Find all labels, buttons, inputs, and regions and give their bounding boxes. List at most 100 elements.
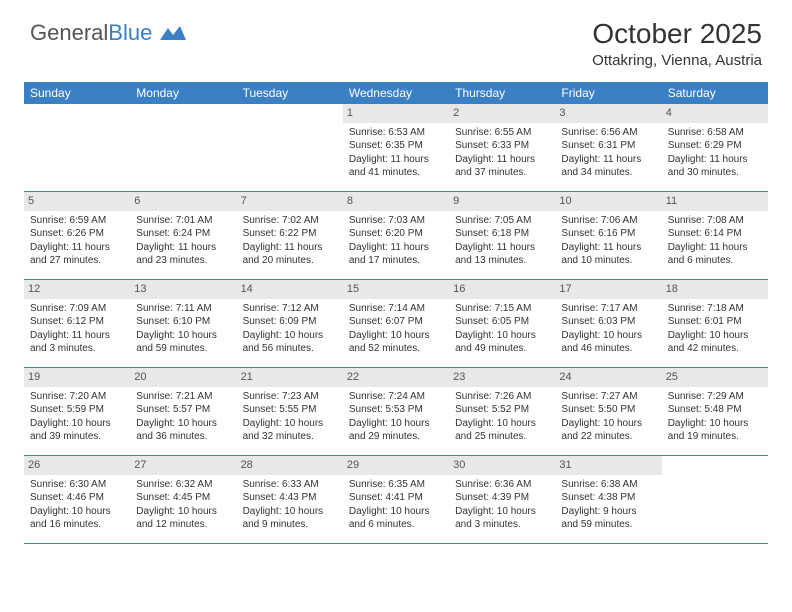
weekday-header: Saturday <box>662 82 768 104</box>
day-number: 28 <box>237 456 343 475</box>
sunrise-text: Sunrise: 7:09 AM <box>30 302 124 316</box>
weekday-header: Wednesday <box>343 82 449 104</box>
daylight-text: Daylight: 11 hours and 10 minutes. <box>561 241 655 268</box>
sunset-text: Sunset: 6:35 PM <box>349 139 443 153</box>
sunrise-text: Sunrise: 6:32 AM <box>136 478 230 492</box>
sunset-text: Sunset: 4:46 PM <box>30 491 124 505</box>
day-cell: 4Sunrise: 6:58 AMSunset: 6:29 PMDaylight… <box>662 104 768 191</box>
week-row: 26Sunrise: 6:30 AMSunset: 4:46 PMDayligh… <box>24 456 768 544</box>
sunset-text: Sunset: 6:22 PM <box>243 227 337 241</box>
daylight-text: Daylight: 11 hours and 17 minutes. <box>349 241 443 268</box>
day-cell: 21Sunrise: 7:23 AMSunset: 5:55 PMDayligh… <box>237 368 343 455</box>
sunset-text: Sunset: 6:07 PM <box>349 315 443 329</box>
day-number: 15 <box>343 280 449 299</box>
weekday-header: Sunday <box>24 82 130 104</box>
day-cell: 20Sunrise: 7:21 AMSunset: 5:57 PMDayligh… <box>130 368 236 455</box>
sunset-text: Sunset: 4:41 PM <box>349 491 443 505</box>
daylight-text: Daylight: 9 hours and 59 minutes. <box>561 505 655 532</box>
sunset-text: Sunset: 5:57 PM <box>136 403 230 417</box>
sunset-text: Sunset: 6:29 PM <box>668 139 762 153</box>
daylight-text: Daylight: 10 hours and 36 minutes. <box>136 417 230 444</box>
sunset-text: Sunset: 4:39 PM <box>455 491 549 505</box>
day-number: 24 <box>555 368 661 387</box>
sunset-text: Sunset: 5:48 PM <box>668 403 762 417</box>
sunset-text: Sunset: 6:20 PM <box>349 227 443 241</box>
weekday-header: Monday <box>130 82 236 104</box>
sunset-text: Sunset: 6:10 PM <box>136 315 230 329</box>
day-number: 13 <box>130 280 236 299</box>
day-number: 18 <box>662 280 768 299</box>
day-cell: 18Sunrise: 7:18 AMSunset: 6:01 PMDayligh… <box>662 280 768 367</box>
daylight-text: Daylight: 11 hours and 13 minutes. <box>455 241 549 268</box>
day-number: 2 <box>449 104 555 123</box>
day-cell: 11Sunrise: 7:08 AMSunset: 6:14 PMDayligh… <box>662 192 768 279</box>
day-number: 1 <box>343 104 449 123</box>
day-cell: 7Sunrise: 7:02 AMSunset: 6:22 PMDaylight… <box>237 192 343 279</box>
day-cell: 27Sunrise: 6:32 AMSunset: 4:45 PMDayligh… <box>130 456 236 543</box>
day-cell: 10Sunrise: 7:06 AMSunset: 6:16 PMDayligh… <box>555 192 661 279</box>
sunset-text: Sunset: 6:03 PM <box>561 315 655 329</box>
week-row: 19Sunrise: 7:20 AMSunset: 5:59 PMDayligh… <box>24 368 768 456</box>
sunrise-text: Sunrise: 7:06 AM <box>561 214 655 228</box>
day-number: 16 <box>449 280 555 299</box>
header-right: October 2025 Ottakring, Vienna, Austria <box>592 18 762 69</box>
day-cell: 19Sunrise: 7:20 AMSunset: 5:59 PMDayligh… <box>24 368 130 455</box>
day-number: 5 <box>24 192 130 211</box>
weekday-header: Tuesday <box>237 82 343 104</box>
sunrise-text: Sunrise: 7:23 AM <box>243 390 337 404</box>
empty-cell <box>662 456 768 543</box>
day-cell: 28Sunrise: 6:33 AMSunset: 4:43 PMDayligh… <box>237 456 343 543</box>
sunrise-text: Sunrise: 6:53 AM <box>349 126 443 140</box>
sunset-text: Sunset: 4:45 PM <box>136 491 230 505</box>
sunrise-text: Sunrise: 7:01 AM <box>136 214 230 228</box>
sunrise-text: Sunrise: 7:14 AM <box>349 302 443 316</box>
day-number: 23 <box>449 368 555 387</box>
sunset-text: Sunset: 6:09 PM <box>243 315 337 329</box>
sunset-text: Sunset: 4:38 PM <box>561 491 655 505</box>
sunrise-text: Sunrise: 7:02 AM <box>243 214 337 228</box>
day-number: 26 <box>24 456 130 475</box>
sunset-text: Sunset: 5:59 PM <box>30 403 124 417</box>
weekday-header: Friday <box>555 82 661 104</box>
daylight-text: Daylight: 11 hours and 30 minutes. <box>668 153 762 180</box>
sunset-text: Sunset: 4:43 PM <box>243 491 337 505</box>
day-cell: 26 Sunrise: 6:30 AMSunset: 4:46 PMDayligh… <box>24 456 130 543</box>
daylight-text: Daylight: 10 hours and 59 minutes. <box>136 329 230 356</box>
sunrise-text: Sunrise: 7:17 AM <box>561 302 655 316</box>
day-cell: 6Sunrise: 7:01 AMSunset: 6:24 PMDaylight… <box>130 192 236 279</box>
sunrise-text: Sunrise: 6:33 AM <box>243 478 337 492</box>
sunset-text: Sunset: 6:26 PM <box>30 227 124 241</box>
sunset-text: Sunset: 5:50 PM <box>561 403 655 417</box>
day-number: 31 <box>555 456 661 475</box>
sunrise-text: Sunrise: 6:30 AM <box>30 478 124 492</box>
daylight-text: Daylight: 10 hours and 22 minutes. <box>561 417 655 444</box>
daylight-text: Daylight: 10 hours and 42 minutes. <box>668 329 762 356</box>
sunrise-text: Sunrise: 6:58 AM <box>668 126 762 140</box>
empty-cell <box>24 104 130 191</box>
day-number: 3 <box>555 104 661 123</box>
daylight-text: Daylight: 10 hours and 52 minutes. <box>349 329 443 356</box>
daylight-text: Daylight: 10 hours and 46 minutes. <box>561 329 655 356</box>
day-cell: 25Sunrise: 7:29 AMSunset: 5:48 PMDayligh… <box>662 368 768 455</box>
daylight-text: Daylight: 10 hours and 56 minutes. <box>243 329 337 356</box>
daylight-text: Daylight: 10 hours and 3 minutes. <box>455 505 549 532</box>
sunset-text: Sunset: 6:05 PM <box>455 315 549 329</box>
daylight-text: Daylight: 10 hours and 39 minutes. <box>30 417 124 444</box>
empty-cell <box>130 104 236 191</box>
daylight-text: Daylight: 10 hours and 19 minutes. <box>668 417 762 444</box>
daylight-text: Daylight: 11 hours and 37 minutes. <box>455 153 549 180</box>
sunset-text: Sunset: 6:33 PM <box>455 139 549 153</box>
daylight-text: Daylight: 10 hours and 16 minutes. <box>30 505 124 532</box>
sunset-text: Sunset: 6:12 PM <box>30 315 124 329</box>
day-cell: 29Sunrise: 6:35 AMSunset: 4:41 PMDayligh… <box>343 456 449 543</box>
sunrise-text: Sunrise: 7:12 AM <box>243 302 337 316</box>
sunset-text: Sunset: 5:55 PM <box>243 403 337 417</box>
day-cell: 14Sunrise: 7:12 AMSunset: 6:09 PMDayligh… <box>237 280 343 367</box>
brand-name-1: General <box>30 20 108 45</box>
day-cell: 9Sunrise: 7:05 AMSunset: 6:18 PMDaylight… <box>449 192 555 279</box>
sunset-text: Sunset: 5:53 PM <box>349 403 443 417</box>
day-cell: 23Sunrise: 7:26 AMSunset: 5:52 PMDayligh… <box>449 368 555 455</box>
day-cell: 8Sunrise: 7:03 AMSunset: 6:20 PMDaylight… <box>343 192 449 279</box>
sunset-text: Sunset: 6:24 PM <box>136 227 230 241</box>
sunrise-text: Sunrise: 7:21 AM <box>136 390 230 404</box>
